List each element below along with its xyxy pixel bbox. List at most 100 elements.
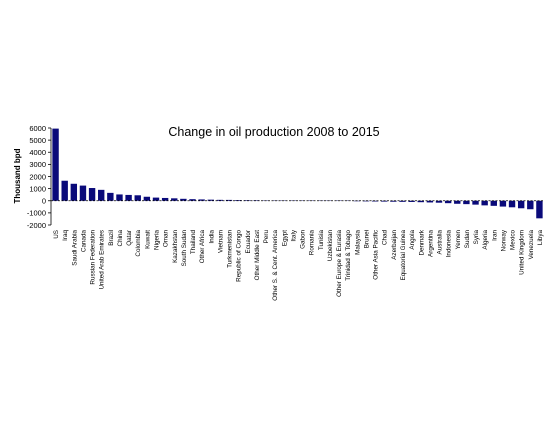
x-tick-label: Other Africa xyxy=(199,230,206,264)
x-tick-label: Libya xyxy=(537,230,544,246)
x-tick-label: Argentina xyxy=(427,230,434,257)
x-tick-label: Turkmenistan xyxy=(227,230,234,268)
x-tick-label: Republic of Congo xyxy=(236,230,243,282)
bar-qatar xyxy=(125,194,132,201)
x-tick-label: United Arab Emirates xyxy=(99,230,106,290)
bar-oman xyxy=(161,197,169,201)
y-tick-label: 4000 xyxy=(29,148,46,157)
bar-other-asia-pacific xyxy=(371,200,379,202)
y-tick-label: -1000 xyxy=(27,209,46,218)
x-tick-label: Canada xyxy=(80,230,87,253)
bar-argentina xyxy=(426,200,434,203)
bar-equatorial-guinea xyxy=(399,200,406,202)
x-tick-label: Iraq xyxy=(62,230,69,241)
x-tick-label: Angola xyxy=(409,230,416,250)
x-tick-label: Equatorial Guinea xyxy=(400,230,407,281)
x-tick-label: Kazakhstan xyxy=(172,230,179,263)
bar-colombia xyxy=(134,195,141,201)
bar-brunei xyxy=(362,200,370,202)
bar-thailand xyxy=(189,199,196,201)
x-tick-label: Syria xyxy=(473,230,480,245)
x-tick-label: Trinidad & Tobago xyxy=(345,230,352,281)
x-tick-label: Tunisia xyxy=(318,230,325,251)
x-tick-label: Gabon xyxy=(300,230,307,249)
bar-india xyxy=(207,199,214,201)
chart-title: Change in oil production 2008 to 2015 xyxy=(168,125,379,139)
bar-brazil xyxy=(107,192,114,201)
x-tick-label: Other Europe & Eurasia xyxy=(336,230,343,297)
x-tick-label: Denmark xyxy=(418,229,425,255)
bar-united-arab-emirates xyxy=(98,189,105,201)
x-tick-label: Saudi Arabia xyxy=(71,230,78,266)
bar-united-kingdom xyxy=(517,200,525,209)
x-tick-label: Malaysia xyxy=(354,230,361,255)
bar-angola xyxy=(408,200,415,202)
x-tick-label: Iran xyxy=(491,230,498,241)
x-tick-label: Other S. & Cent. America xyxy=(272,230,279,301)
bar-china xyxy=(116,194,123,201)
x-tick-label: Australia xyxy=(437,230,444,255)
x-tick-label: Norway xyxy=(500,229,507,251)
bar-norway xyxy=(499,200,507,207)
x-tick-label: Egypt xyxy=(281,230,288,246)
x-tick-label: Brunei xyxy=(363,230,370,248)
bar-mexico xyxy=(508,200,516,208)
y-axis-label: Thousand bpd xyxy=(13,148,22,203)
x-tick-label: Vietnam xyxy=(217,230,224,253)
bar-azerbaijan xyxy=(390,200,397,202)
x-tick-label: United Kingdom xyxy=(519,230,526,275)
x-tick-label: South Sudan xyxy=(181,230,188,267)
x-tick-label: Other Middle East xyxy=(254,230,261,281)
x-tick-label: Qatar xyxy=(126,230,133,246)
y-tick-label: 0 xyxy=(42,197,46,206)
bar-saudi-arabia xyxy=(70,183,78,201)
bar-turkmenistan xyxy=(225,199,233,201)
x-tick-label: Romania xyxy=(309,230,316,256)
x-tick-label: Nigeria xyxy=(153,230,160,250)
y-tick-label: 5000 xyxy=(29,136,46,145)
x-tick-label: Azerbaijan xyxy=(391,230,398,260)
bar-kuwait xyxy=(143,196,151,201)
x-tick-label: US xyxy=(53,230,60,239)
bar-other-africa xyxy=(198,199,205,201)
y-tick-label: 6000 xyxy=(29,124,46,133)
x-tick-label: Uzbekistan xyxy=(327,230,334,262)
bar-venezuela xyxy=(527,200,534,210)
x-tick-label: Oman xyxy=(163,230,170,248)
x-tick-label: Algeria xyxy=(482,230,489,250)
bar-australia xyxy=(435,200,443,203)
x-tick-label: Ecuador xyxy=(245,230,252,253)
y-tick-label: -2000 xyxy=(27,221,46,230)
bar-kazakhstan xyxy=(171,198,178,201)
bar-yemen xyxy=(454,200,461,204)
x-tick-label: Venezuela xyxy=(528,230,535,260)
bar-canada xyxy=(79,185,87,201)
x-tick-label: Mexico xyxy=(510,230,517,250)
bar-sudan xyxy=(463,200,470,205)
bar-vietnam xyxy=(216,199,224,201)
x-tick-label: Russian Federation xyxy=(90,230,97,285)
x-tick-label: India xyxy=(208,230,215,244)
x-tick-label: Other Asia Pacific xyxy=(373,230,380,280)
x-tick-label: Kuwait xyxy=(144,230,151,249)
x-tick-label: Chad xyxy=(382,230,389,246)
bar-nigeria xyxy=(152,197,160,201)
bar-algeria xyxy=(481,200,488,206)
y-tick-label: 1000 xyxy=(29,184,46,193)
bar-south-sudan xyxy=(180,198,187,201)
x-tick-label: Brazil xyxy=(108,230,115,246)
bar-russian-federation xyxy=(88,188,96,201)
x-tick-label: Yemen xyxy=(455,230,462,250)
y-tick-label: 3000 xyxy=(29,160,46,169)
bar-libya xyxy=(536,200,543,219)
bar-indonesia xyxy=(444,200,452,204)
x-tick-label: Peru xyxy=(263,230,270,244)
x-tick-label: China xyxy=(117,230,124,247)
bar-us xyxy=(52,128,59,201)
x-tick-label: Indonesia xyxy=(446,230,453,258)
y-tick-label: 2000 xyxy=(29,172,46,181)
x-tick-label: Colombia xyxy=(135,230,142,257)
bar-syria xyxy=(472,200,479,205)
